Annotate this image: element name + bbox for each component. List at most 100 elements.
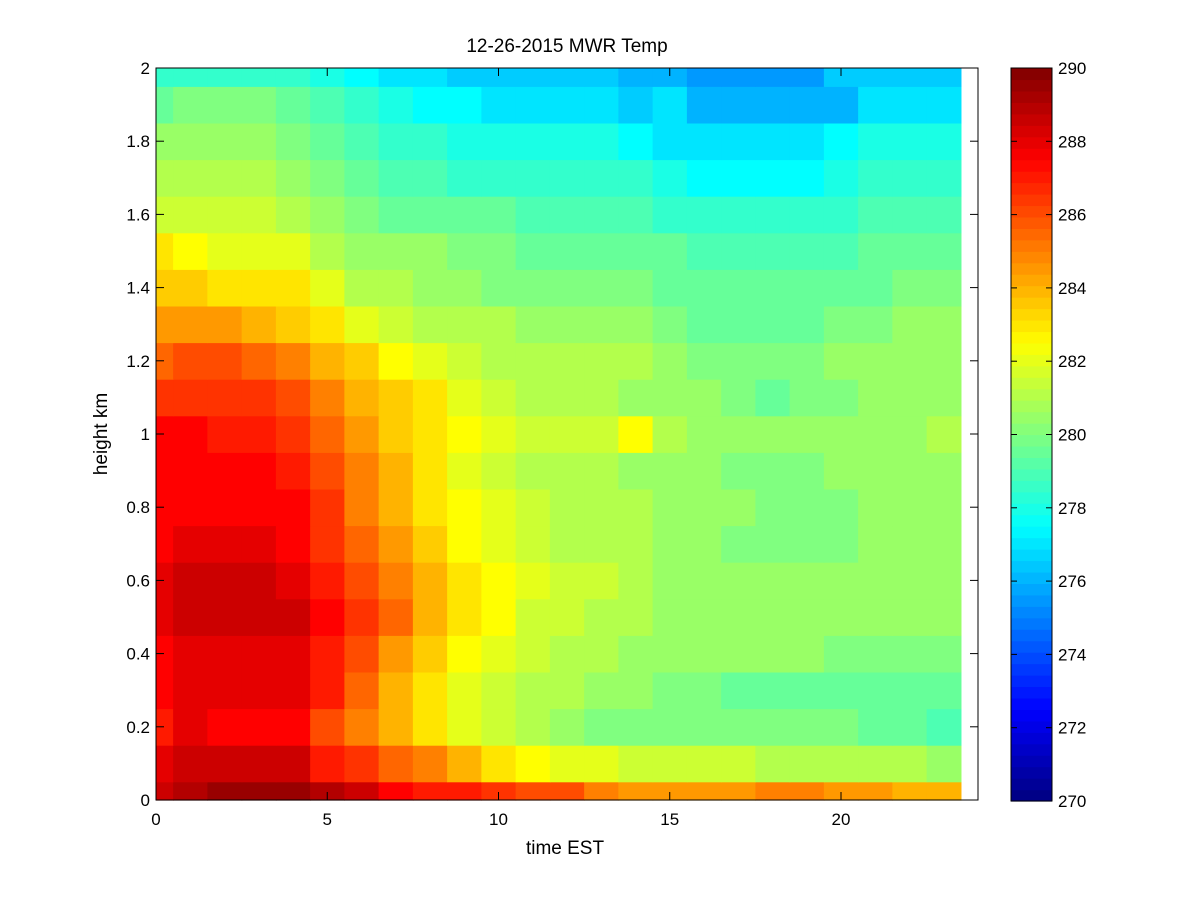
heatmap-cell [652,159,688,197]
heatmap-cell [207,305,243,344]
heatmap-cell [207,379,243,417]
heatmap-cell [892,525,928,563]
heatmap-cell [344,562,380,600]
x-tick-label: 10 [489,810,508,829]
heatmap-cell [892,196,928,234]
heatmap-cell [926,671,962,710]
y-tick-label: 1 [141,425,150,444]
heatmap-cell [241,671,277,710]
heatmap-cell [344,269,380,307]
heatmap-cell [755,562,791,600]
heatmap-cell [858,68,893,87]
heatmap-cell [789,342,825,380]
heatmap-cell [481,86,517,124]
colorbar-segment [1011,297,1052,310]
heatmap-cell [412,452,448,490]
heatmap-cell [310,635,345,673]
heatmap-cell [275,781,311,801]
heatmap-cell [207,68,243,87]
y-axis: 0 0.2 0.4 0.6 0.8 1 1.2 1.4 1.6 1.8 2 [126,59,978,810]
y-tick-label: 0.4 [126,645,150,664]
colorbar-segment [1011,640,1052,653]
heatmap-cell [584,122,619,161]
colorbar-segment [1011,675,1052,688]
colorbar-segment [1011,503,1052,516]
colorbar-segment [1011,125,1052,138]
heatmap-cell [241,562,277,600]
colorbar-segment [1011,90,1052,103]
heatmap-cell [275,635,311,673]
heatmap-cell [789,562,825,600]
heatmap-cell [584,781,619,801]
heatmap-cell [275,598,311,636]
heatmap-cell [207,122,243,161]
heatmap-cell [447,68,482,87]
y-axis-label: height km [91,393,112,475]
heatmap-cell [618,745,654,783]
heatmap-cell [721,745,756,783]
heatmap-cell [378,671,414,710]
heatmap-cell [686,415,722,453]
heatmap-cell [378,745,414,783]
heatmap-cell [310,232,345,270]
heatmap-cell [926,159,962,197]
heatmap-cell [584,598,619,636]
heatmap-cell [721,452,756,490]
heatmap-cell [207,745,243,783]
y-tick-label: 1.2 [126,352,150,371]
heatmap-cell [481,671,517,710]
colorbar-axis: 270 272 274 276 278 280 282 284 286 288 290 [1011,59,1086,811]
heatmap-cell [515,562,551,600]
heatmap-cell [173,488,208,527]
colorbar-segment [1011,697,1052,710]
heatmap-cell [275,562,311,600]
heatmap-cell [241,196,277,234]
heatmap-cell [344,68,380,87]
heatmap-cell [156,598,174,636]
heatmap-cell [755,232,791,270]
heatmap-cell [549,635,585,673]
heatmap-cell [721,196,756,234]
heatmap-cell [344,122,380,161]
heatmap-cell [481,452,517,490]
heatmap-cell [652,452,688,490]
heatmap-cell [241,452,277,490]
heatmap-cell [549,68,585,87]
colorbar-segment [1011,388,1052,401]
heatmap-cell [515,635,551,673]
heatmap-cell [310,671,345,710]
heatmap-cell [173,342,208,380]
heatmap-cell [173,562,208,600]
heatmap-cell [310,159,345,197]
colorbar-tick-label: 288 [1058,132,1086,151]
heatmap-cell [156,781,174,801]
heatmap-cell [310,525,345,563]
heatmap-cell [584,305,619,344]
heatmap-cell [721,342,756,380]
heatmap-cell [447,452,482,490]
heatmap-cell [241,488,277,527]
heatmap-cell [549,525,585,563]
heatmap-cell [652,488,688,527]
heatmap-cell [310,745,345,783]
heatmap-cell [515,452,551,490]
heatmap-cell [652,305,688,344]
heatmap-cell [447,488,482,527]
heatmap-cell [789,379,825,417]
heatmap-cell [926,379,962,417]
heatmap-cell [755,269,791,307]
heatmap-cell [652,122,688,161]
heatmap-cell [481,525,517,563]
heatmap-cell [858,159,893,197]
heatmap-cell [549,159,585,197]
heatmap-cell [618,635,654,673]
heatmap-cell [618,488,654,527]
heatmap-cell [686,562,722,600]
heatmap-cell [823,708,859,746]
heatmap-cell [275,232,311,270]
heatmap-cell [310,86,345,124]
colorbar-segment [1011,102,1052,115]
heatmap-cell [858,598,893,636]
heatmap-cell [755,122,791,161]
heatmap-cell [926,342,962,380]
